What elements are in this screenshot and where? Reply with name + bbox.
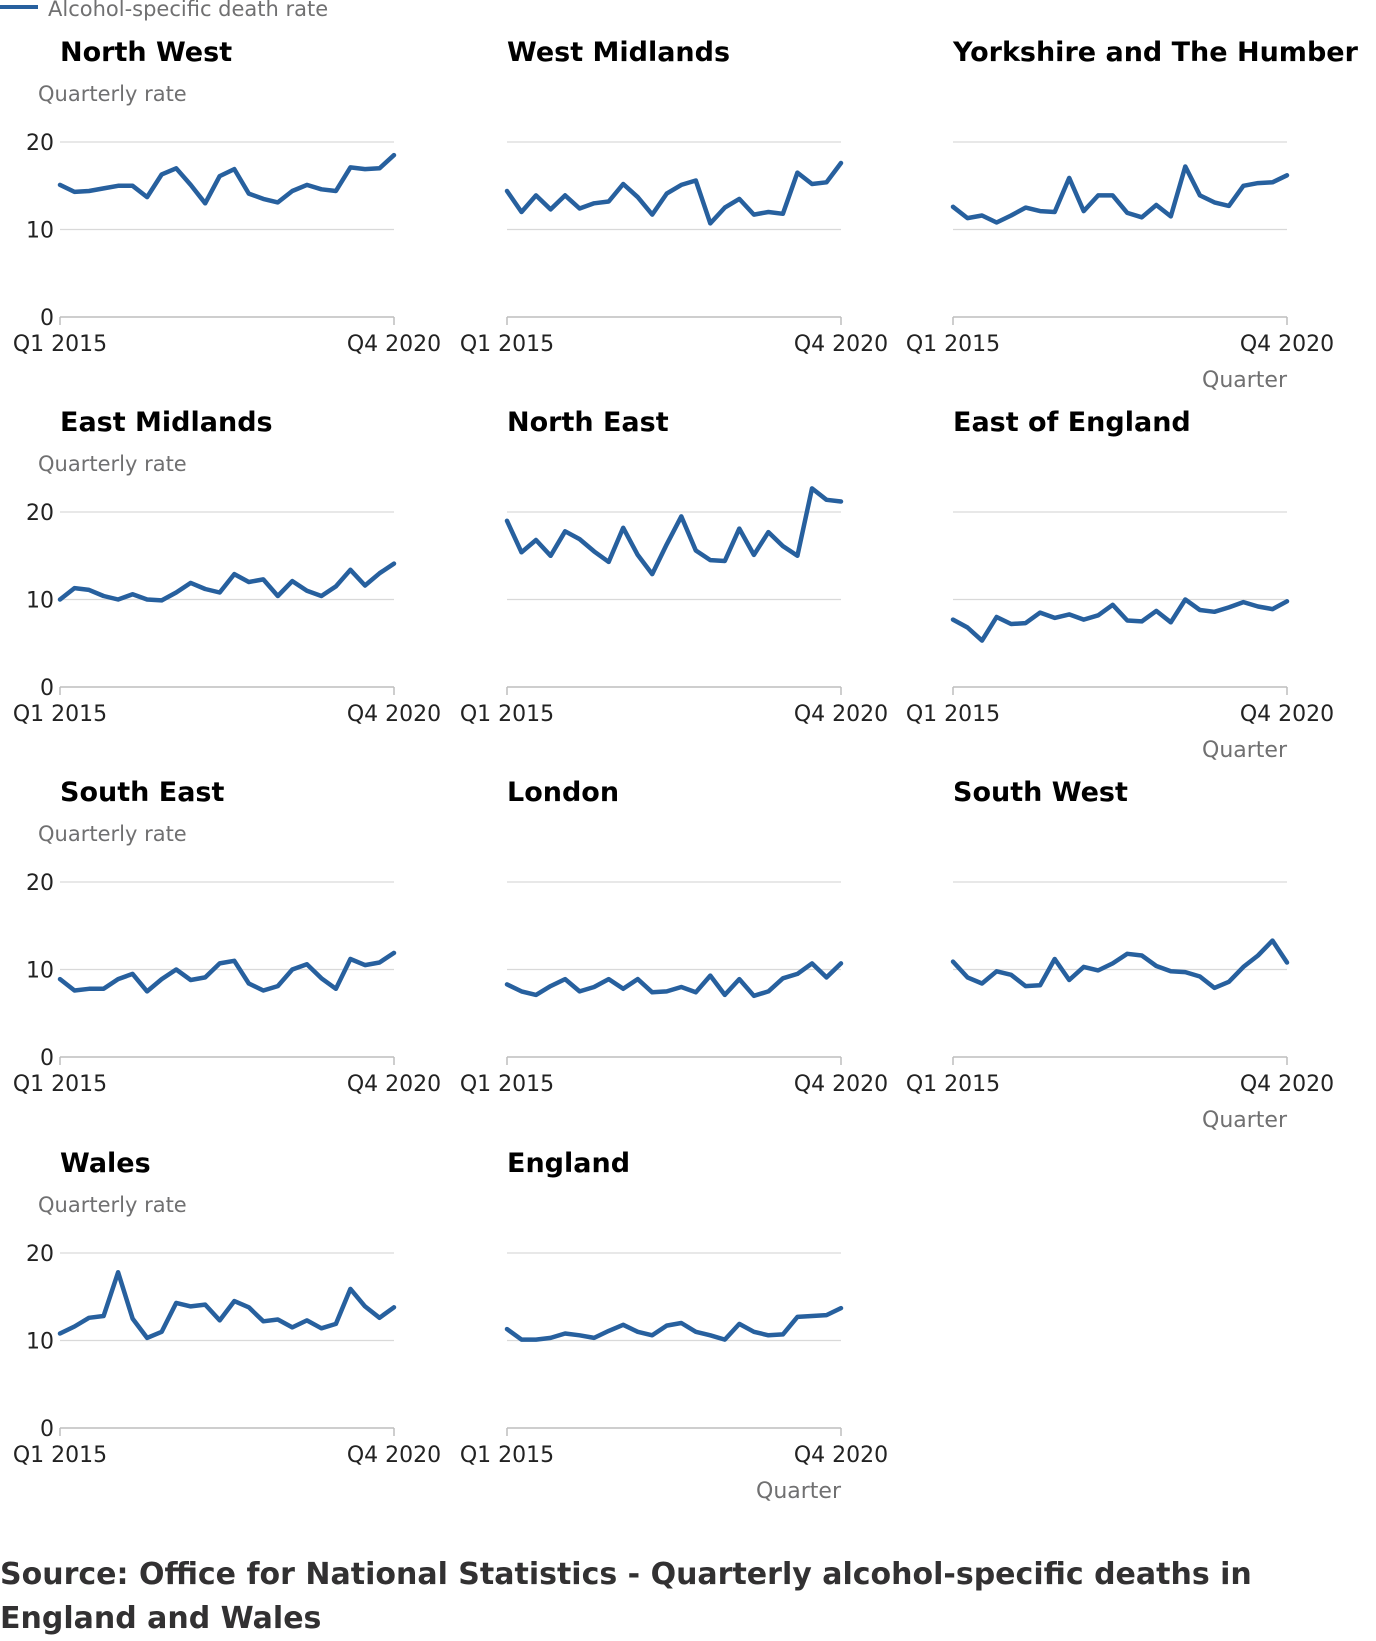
panel-title: England (507, 1148, 630, 1179)
panel-title: Wales (60, 1148, 151, 1179)
y-tick-label: 10 (26, 219, 54, 244)
panel-title: East of England (953, 407, 1191, 438)
y-tick-label: 10 (26, 1330, 54, 1355)
x-axis-label: Quarter (1202, 368, 1288, 393)
x-tick-label: Q4 2020 (347, 1443, 441, 1468)
panel-title: London (507, 777, 619, 808)
panel-title: West Midlands (507, 37, 730, 68)
series-line (504, 961, 844, 999)
x-tick-label: Q1 2015 (906, 1072, 1000, 1097)
y-axis-label: Quarterly rate (38, 822, 187, 846)
x-tick-label: Q4 2020 (794, 332, 888, 357)
x-tick-label: Q1 2015 (460, 1443, 554, 1468)
panel-title: North West (60, 37, 232, 68)
x-tick-label: Q4 2020 (347, 702, 441, 727)
panel-england: England Q1 2015 Q4 2020 Quarter (460, 1148, 888, 1504)
panel-title: South East (60, 777, 224, 808)
x-tick-label: Q4 2020 (794, 1443, 888, 1468)
x-tick-label: Q4 2020 (1240, 702, 1334, 727)
x-tick-label: Q4 2020 (1240, 1072, 1334, 1097)
y-tick-label: 20 (26, 871, 54, 896)
x-tick-label: Q1 2015 (906, 702, 1000, 727)
series-line (950, 164, 1290, 225)
y-tick-label: 20 (26, 501, 54, 526)
source-note: Source: Office for National Statistics -… (0, 1557, 1252, 1636)
series-line (950, 938, 1290, 991)
y-tick-label: 0 (40, 306, 54, 331)
panel-north-east: North East Q1 2015 Q4 2020 (460, 407, 888, 727)
x-tick-label: Q1 2015 (13, 332, 107, 357)
panel-title: North East (507, 407, 669, 438)
x-tick-label: Q1 2015 (460, 1072, 554, 1097)
x-tick-label: Q4 2020 (794, 702, 888, 727)
series-line (504, 1305, 844, 1342)
x-tick-label: Q1 2015 (906, 332, 1000, 357)
y-axis-label: Quarterly rate (38, 452, 187, 476)
panel-south-east: South East Quarterly rate 0 10 20 Q1 2015 Q4 2… (13, 777, 441, 1097)
panel-west-midlands: West Midlands Q1 2015 Q4 2020 (460, 37, 888, 357)
x-axis-label: Quarter (756, 1479, 842, 1504)
small-multiples-chart: Alcohol-specific death rate North West Qu… (0, 0, 1359, 1504)
x-axis-label: Quarter (1202, 738, 1288, 763)
panel-east-midlands: East Midlands Quarterly rate 0 10 20 Q1 2015 Q… (13, 407, 441, 727)
panel-london: London Q1 2015 Q4 2020 (460, 777, 888, 1097)
y-tick-label: 10 (26, 959, 54, 984)
panel-title: South West (953, 777, 1128, 808)
x-tick-label: Q4 2020 (794, 1072, 888, 1097)
legend-label: Alcohol-specific death rate (48, 0, 328, 21)
y-tick-label: 10 (26, 589, 54, 614)
x-tick-label: Q1 2015 (13, 702, 107, 727)
panel-yorkshire-and-the-humber: Yorkshire and The Humber Q1 2015 Q4 2020 Qu… (906, 37, 1359, 393)
series-line (504, 486, 844, 577)
x-tick-label: Q1 2015 (13, 1072, 107, 1097)
y-tick-label: 0 (40, 1046, 54, 1071)
panel-wales: Wales Quarterly rate 0 10 20 Q1 2015 Q4 2020 (13, 1148, 441, 1468)
series-line (57, 152, 397, 206)
x-tick-label: Q4 2020 (347, 1072, 441, 1097)
panel-east-of-england: East of England Q1 2015 Q4 2020 Quarter (906, 407, 1334, 763)
y-tick-label: 20 (26, 131, 54, 156)
x-tick-label: Q1 2015 (460, 702, 554, 727)
x-tick-label: Q4 2020 (1240, 332, 1334, 357)
x-tick-label: Q1 2015 (13, 1443, 107, 1468)
legend: Alcohol-specific death rate (0, 0, 328, 21)
panel-title: East Midlands (60, 407, 273, 438)
series-line (504, 160, 844, 226)
x-tick-label: Q4 2020 (347, 332, 441, 357)
panel-south-west: South West Q1 2015 Q4 2020 Quarter (906, 777, 1334, 1133)
x-axis-label: Quarter (1202, 1108, 1288, 1133)
y-axis-label: Quarterly rate (38, 1193, 187, 1217)
panel-north-west: North West Quarterly rate 0 10 20 Q1 2015 Q4 2… (13, 37, 441, 357)
y-tick-label: 20 (26, 1242, 54, 1267)
series-line (57, 950, 397, 994)
y-tick-label: 0 (40, 676, 54, 701)
y-tick-label: 0 (40, 1417, 54, 1442)
series-line (57, 1270, 397, 1341)
series-line (57, 561, 397, 603)
y-axis-label: Quarterly rate (38, 82, 187, 106)
series-line (950, 597, 1290, 643)
x-tick-label: Q1 2015 (460, 332, 554, 357)
panel-title: Yorkshire and The Humber (952, 37, 1359, 68)
